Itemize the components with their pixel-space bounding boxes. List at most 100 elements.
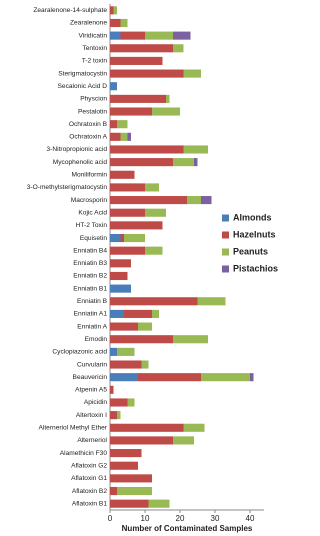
y-tick-label: Alamethicin F30 (60, 450, 108, 457)
bar-segment (113, 6, 117, 15)
chart: Number of Contaminated Samples 0 10 20 30 40… (27, 4, 278, 533)
bar-segment (110, 6, 114, 15)
bar-segment (145, 208, 166, 217)
y-tick-label: Altertoxin I (76, 412, 107, 419)
bar-segment (110, 309, 124, 318)
legend-label: Almonds (233, 212, 272, 222)
bar-segment (110, 297, 198, 306)
y-tick-label: Enniatin A (77, 323, 107, 330)
bar-segment (138, 322, 152, 331)
bar-segment (117, 486, 152, 496)
y-tick-label: Apicidin (84, 399, 107, 406)
bar-segment (152, 107, 180, 116)
bar-segment (201, 373, 250, 382)
bar-segment (197, 297, 226, 306)
legend-swatch (222, 265, 229, 273)
bar-segment (110, 499, 149, 508)
y-tick-label: Atpenin A5 (75, 387, 107, 394)
y-tick-label: Zearalenone-14-sulphate (33, 7, 107, 14)
x-tick-label: 40 (246, 514, 255, 523)
bar-segment (117, 120, 128, 129)
y-tick-label: HT-2 Toxin (76, 222, 108, 229)
bar-segment (120, 31, 145, 40)
bar-segment (120, 132, 128, 141)
bar-segment (110, 436, 173, 445)
y-tick-label: Pestalotin (78, 108, 107, 115)
bar-segment (110, 107, 152, 116)
bar-segment (145, 183, 159, 192)
y-tick-label: Alterneriol (77, 437, 107, 444)
bar-segment (110, 208, 145, 217)
legend-swatch (222, 248, 229, 256)
bar-segment (183, 69, 201, 78)
y-tick-label: Aflatoxin G1 (71, 475, 107, 482)
y-tick-label: Enniatin B3 (73, 260, 107, 267)
bar-segment (201, 196, 212, 205)
y-tick-label: Tentoxin (82, 45, 107, 52)
x-tick-label: 30 (211, 514, 220, 523)
y-tick-label: Macrosporin (71, 197, 108, 204)
legend-label: Pistachios (233, 263, 278, 273)
y-tick-label: Aflatoxin B1 (72, 500, 108, 507)
bar-segment (141, 360, 149, 369)
bar-segment (110, 170, 135, 179)
bar-segment (124, 233, 145, 243)
bar-segment (110, 347, 117, 356)
y-tick-label: Enniatin B1 (73, 285, 107, 292)
bar-segment (110, 335, 173, 344)
y-tick-label: Ochratoxin A (69, 134, 107, 141)
bar-segment (138, 373, 201, 382)
bar-segment (110, 271, 128, 281)
y-tick-label: Alterneriol Methyl Ether (38, 425, 107, 432)
y-tick-label: Emodin (85, 336, 108, 343)
bar-segment (173, 436, 194, 445)
x-tick-label: 10 (141, 514, 150, 523)
y-tick-label: Zearalenone (70, 20, 107, 27)
bar-segment (110, 18, 121, 28)
bar-segment (166, 94, 170, 103)
x-tick-label: 0 (108, 514, 113, 523)
bar-segment (145, 246, 163, 255)
y-tick-label: Kojic Acid (78, 209, 107, 216)
bar-segment (173, 44, 184, 53)
bar-segment (110, 145, 184, 154)
bar-segment (110, 158, 173, 167)
bar-segment (120, 233, 124, 243)
bar-segment (110, 486, 117, 496)
bar-segment (127, 398, 135, 407)
bar-segment (110, 94, 166, 103)
bar-segment (110, 385, 114, 394)
bar-segment (152, 309, 159, 318)
legend-swatch (222, 231, 229, 239)
bar-segment (110, 44, 173, 53)
legend-label: Peanuts (233, 246, 268, 256)
y-tick-label: Cyclopiazonic acid (52, 349, 107, 356)
bar-segment (110, 461, 138, 470)
y-tick-label: Aflatoxin G2 (71, 462, 107, 469)
bar-segment (110, 196, 187, 205)
bar-segment (183, 423, 205, 432)
bar-segment (110, 423, 184, 432)
bar-segment (145, 31, 173, 40)
bar-segment (110, 373, 138, 382)
bar-segment (110, 246, 145, 255)
bar-segment (127, 132, 131, 141)
bar-segment (110, 31, 121, 40)
bar-segment (110, 259, 131, 268)
y-tick-label: Mycophenolic acid (53, 159, 108, 166)
y-tick-label: Equisetin (80, 235, 107, 242)
y-tick-label: Enniatin B2 (73, 273, 107, 280)
bar-segment (187, 196, 201, 205)
bar-segment (250, 373, 254, 382)
y-tick-label: Moniliformin (71, 172, 107, 179)
bar-segment (110, 474, 152, 483)
bar-segment (110, 56, 163, 65)
bar-segment (194, 158, 198, 167)
bar-segment (110, 69, 184, 78)
bar-segment (110, 233, 121, 243)
y-tick-label: T-2 toxin (82, 58, 108, 65)
bar-segment (110, 120, 117, 129)
x-axis-title: Number of Contaminated Samples (122, 524, 253, 533)
y-tick-label: 3-O-methylsterigmatocystin (27, 184, 108, 191)
bar-segment (173, 31, 191, 40)
